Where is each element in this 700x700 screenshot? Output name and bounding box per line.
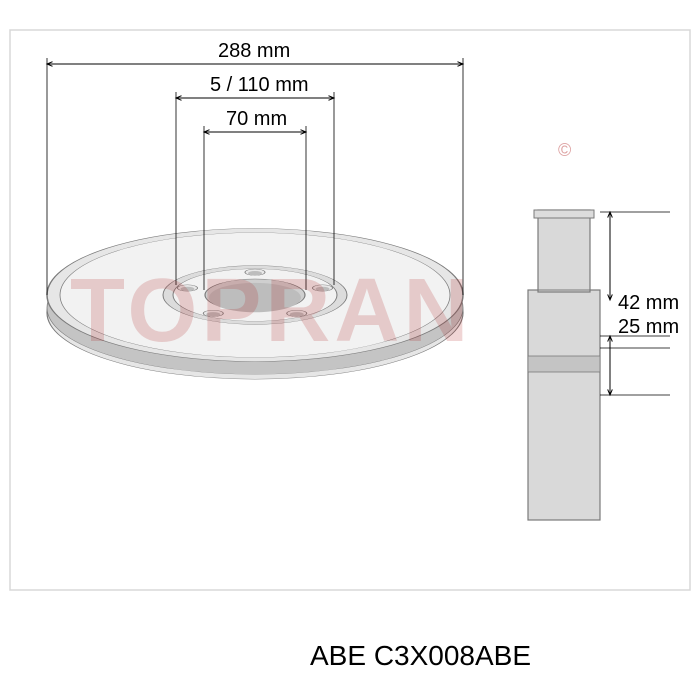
dim-outer-diameter: 288 mm bbox=[218, 40, 290, 63]
brand-label: ABE bbox=[310, 640, 366, 671]
diagram-canvas: TOPRAN © 288 mm 5 / 110 mm 70 mm 42 mm 2… bbox=[0, 0, 700, 700]
dim-pcd: 5 / 110 mm bbox=[210, 74, 309, 97]
drawing-svg bbox=[0, 0, 700, 700]
dim-height: 42 mm bbox=[618, 292, 679, 315]
dim-thickness: 25 mm bbox=[618, 316, 679, 339]
dim-bore: 70 mm bbox=[226, 108, 287, 131]
product-caption: ABE C3X008ABE bbox=[310, 640, 531, 672]
part-number: C3X008ABE bbox=[374, 640, 531, 671]
